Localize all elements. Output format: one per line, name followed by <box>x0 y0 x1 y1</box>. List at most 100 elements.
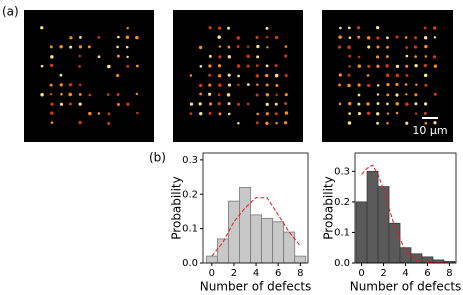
atom-dot <box>227 102 231 106</box>
x-tick-label: 0 <box>358 268 364 279</box>
atom-dot <box>78 45 83 49</box>
atom-dot <box>405 54 409 58</box>
atom-dot <box>97 55 101 59</box>
bar <box>228 200 240 264</box>
atom-dot <box>236 36 240 40</box>
atom-dot <box>413 36 418 40</box>
atom-dot <box>386 45 389 49</box>
bar <box>410 253 423 264</box>
atom-dot <box>265 26 269 30</box>
atom-dot <box>275 121 278 125</box>
atom-dot <box>208 64 212 68</box>
atom-dot <box>78 54 81 58</box>
atom-dot <box>59 83 63 87</box>
fit-line <box>211 197 301 257</box>
atom-dot <box>433 36 437 39</box>
atom-dot <box>265 93 270 97</box>
atom-dot <box>126 64 130 68</box>
atom-dot <box>348 65 351 68</box>
atom-dot <box>348 112 352 116</box>
atom-dot <box>376 84 380 87</box>
atom-dot <box>284 102 288 106</box>
atom-dot <box>217 64 222 68</box>
atom-dot <box>366 102 370 106</box>
atom-dot <box>395 73 400 78</box>
bar <box>239 186 251 264</box>
atom-dot <box>50 55 54 59</box>
y-tick-label: 0.1 <box>334 227 350 238</box>
atom-dot <box>266 46 269 49</box>
atom-dot <box>423 36 428 40</box>
atom-dot <box>433 64 438 68</box>
atom-dot <box>79 35 82 39</box>
atom-dot <box>107 112 111 116</box>
atom-dot <box>395 101 400 106</box>
atom-dot <box>236 45 240 48</box>
atom-dot <box>385 55 389 58</box>
atom-dot <box>217 74 222 78</box>
atom-dot <box>275 83 279 87</box>
atom-dot <box>357 55 361 59</box>
y-tick-label: 0.3 <box>182 155 198 166</box>
atom-dot <box>88 93 92 97</box>
atom-dot <box>189 112 193 116</box>
atom-dot <box>385 64 389 68</box>
atom-dot <box>116 93 120 97</box>
atom-dot <box>199 92 203 96</box>
atom-dot <box>376 102 380 106</box>
atom-dot <box>265 112 269 116</box>
atom-dot <box>126 102 130 106</box>
atom-dot <box>274 64 278 68</box>
atom-dot <box>199 64 203 68</box>
atom-dot <box>217 35 221 39</box>
atom-dot <box>208 83 212 87</box>
atom-dot <box>135 35 139 40</box>
x-tick-label: 2 <box>231 268 237 279</box>
atom-dot <box>116 54 120 58</box>
bar <box>294 255 307 264</box>
atom-dot <box>357 102 361 106</box>
atom-dot <box>78 83 82 87</box>
atom-dot <box>189 74 193 77</box>
atom-dot <box>246 45 250 48</box>
atom-dot <box>423 63 428 68</box>
atom-dot <box>87 45 91 49</box>
atom-dot <box>125 35 130 39</box>
atom-dot <box>404 83 408 86</box>
atom-dot <box>60 92 63 96</box>
atom-dot <box>433 121 437 125</box>
atom-dot <box>414 102 418 106</box>
atom-dot <box>227 26 230 30</box>
atom-dot <box>347 83 351 88</box>
scale-bar-label: 10 μm <box>412 124 447 137</box>
atom-dot <box>40 26 44 30</box>
atom-dot <box>117 103 120 106</box>
atom-dot <box>357 64 362 68</box>
atom-dot <box>218 112 222 116</box>
micrograph <box>24 10 154 142</box>
atom-dot <box>136 111 139 115</box>
atom-dot <box>68 102 72 106</box>
atom-dot <box>125 45 129 49</box>
atom-dot <box>50 121 54 125</box>
atom-dot <box>357 93 361 97</box>
x-tick-label: 6 <box>275 268 281 279</box>
atom-dot <box>348 36 352 39</box>
atom-dot <box>255 93 259 97</box>
atom-dot <box>414 112 418 115</box>
atom-dot <box>255 121 259 125</box>
atom-dot <box>347 121 352 125</box>
atom-dot <box>414 93 418 97</box>
atom-dot <box>218 83 222 87</box>
y-tick-label: 0.0 <box>334 258 350 269</box>
atom-dot <box>375 55 380 59</box>
atom-dot <box>227 45 231 49</box>
y-tick-label: 0.2 <box>182 189 198 200</box>
atom-dot <box>357 83 361 87</box>
atom-dot <box>274 112 278 116</box>
x-tick-label: 2 <box>380 268 386 279</box>
atom-dot <box>405 121 409 125</box>
bar <box>283 231 296 264</box>
atom-dot <box>68 83 73 87</box>
atom-dot <box>414 63 418 68</box>
